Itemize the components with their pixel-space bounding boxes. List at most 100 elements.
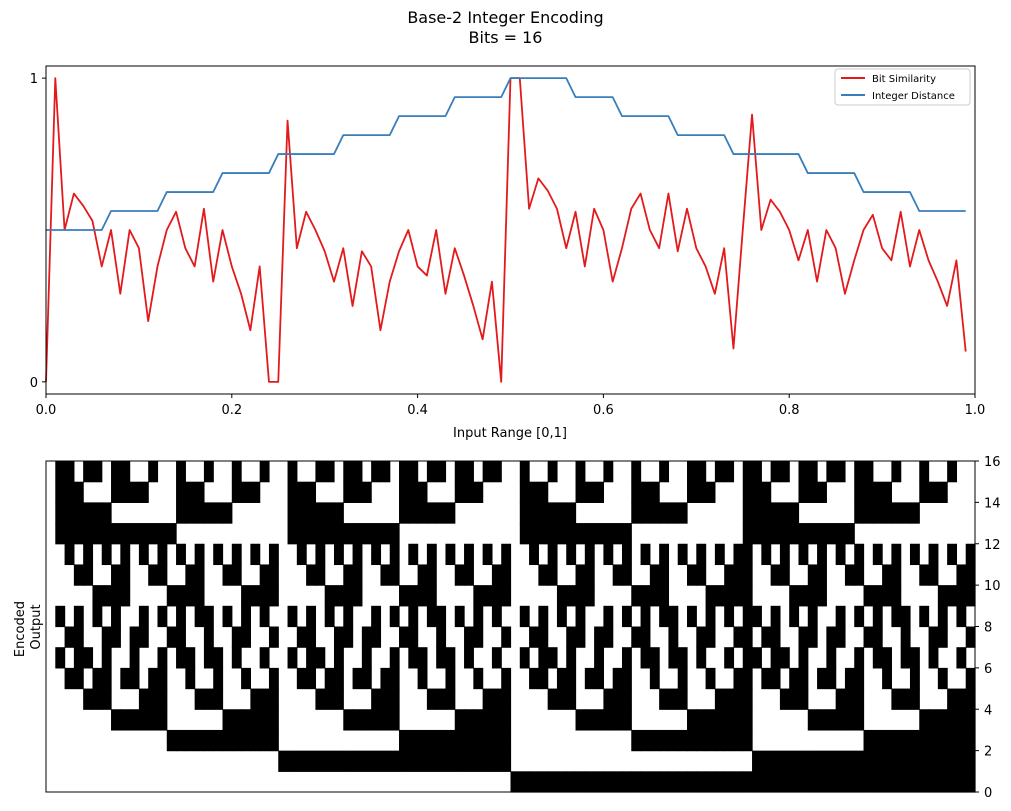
heatmap-cell	[371, 461, 382, 483]
heatmap-cell	[733, 771, 744, 793]
heatmap-cell	[677, 771, 688, 793]
heatmap-cell	[807, 585, 818, 607]
heatmap-cell	[111, 523, 121, 545]
heatmap-cell	[64, 626, 75, 648]
line-chart-panel: 0.0 0.2 0.4 0.6 0.8 1.0 01 Input Range [0,1] …	[30, 65, 985, 441]
heatmap-cell	[343, 626, 354, 648]
heatmap-cell	[770, 564, 781, 586]
heatmap-panel: 0 2 4 6 8 10 12 14 16 Encoded Output	[13, 455, 1001, 801]
heatmap-cell	[148, 564, 159, 586]
heatmap-cell	[510, 771, 521, 793]
heatmap-cell	[752, 461, 762, 483]
heatmap-cell	[742, 523, 753, 545]
heatmap-cell	[631, 771, 642, 793]
heatmap-cell	[779, 502, 790, 524]
heatmap-cell	[844, 523, 855, 545]
heatmap-cell	[399, 461, 409, 483]
heatmap-cell	[575, 709, 586, 731]
heatmap-cell	[501, 564, 512, 586]
heatmap-cell	[529, 543, 539, 566]
heatmap-cell	[315, 564, 326, 586]
heatmap-cell	[659, 729, 670, 752]
heatmap-cell	[733, 585, 744, 607]
heatmap-cell	[603, 543, 614, 566]
heatmap-cell	[436, 729, 447, 752]
heatmap-cell	[937, 729, 948, 752]
heatmap-cell	[111, 709, 121, 731]
heatmap-cell	[575, 605, 586, 628]
heatmap-cell	[343, 481, 354, 503]
heatmap-cell	[333, 647, 344, 669]
heatmap-cell	[92, 605, 103, 628]
heatmap-cell	[73, 523, 84, 545]
line-y-axis: 01	[30, 72, 46, 391]
heatmap-cell	[742, 771, 753, 793]
heatmap-cell	[426, 729, 437, 752]
heatmap-cell	[770, 626, 781, 648]
heatmap-cell	[250, 585, 261, 607]
heatmap-cell	[445, 502, 456, 524]
heatmap-cell	[352, 667, 363, 690]
heatmap-cell	[296, 543, 307, 566]
heatmap-cell	[482, 729, 493, 752]
heatmap-cell	[928, 543, 939, 566]
heatmap-cell	[928, 750, 939, 772]
heatmap-cell	[324, 523, 335, 545]
heatmap-cell	[371, 688, 382, 710]
heatmap-cell	[919, 605, 930, 628]
heatmap-cell	[594, 667, 604, 690]
heatmap-cell	[919, 461, 930, 483]
heatmap-cell	[956, 709, 967, 731]
heatmap-cell	[575, 564, 586, 586]
heatmap-cell	[213, 502, 224, 524]
heatmap-cell	[491, 709, 502, 731]
heatmap-cell	[473, 709, 484, 731]
heatmap-cell	[454, 605, 465, 628]
heatmap-cell	[408, 585, 419, 607]
heatmap-cell	[296, 523, 307, 545]
heatmap-cell	[120, 461, 131, 483]
heatmap-cell	[417, 750, 428, 772]
heatmap-cell	[333, 523, 344, 545]
heatmap-cell	[445, 667, 456, 690]
heatmap-cell	[538, 771, 549, 793]
heatmap-cell	[333, 585, 344, 607]
heatmap-cell	[445, 729, 456, 752]
heatmap-cell	[854, 502, 865, 524]
heatmap-cell	[73, 481, 84, 503]
heatmap-cell	[547, 543, 558, 566]
heatmap-cell	[817, 709, 827, 731]
heatmap-cell	[464, 481, 474, 503]
heatmap-cell	[798, 461, 809, 483]
heatmap-cell	[696, 481, 707, 503]
heatmap-cell	[231, 729, 242, 752]
heatmap-cell	[891, 771, 902, 793]
heatmap-cell	[547, 647, 558, 669]
series-line-integer-distance	[46, 77, 966, 231]
heatmap-cell	[445, 543, 456, 566]
heatmap-cell	[389, 688, 400, 710]
heatmap-cell	[909, 729, 920, 752]
heatmap-cell	[157, 523, 168, 545]
heatmap-cell	[677, 502, 688, 524]
heatmap-cell	[436, 626, 447, 648]
heatmap-cell	[826, 461, 837, 483]
heatmap-cell	[687, 564, 697, 586]
heatmap-cell	[956, 729, 967, 752]
heatmap-cell	[677, 688, 688, 710]
heatmap-cell	[176, 647, 186, 669]
heatmap-cell	[761, 481, 772, 503]
heatmap-cell	[315, 647, 326, 669]
heatmap-cell	[306, 626, 317, 648]
heatmap-cell	[333, 667, 344, 690]
heatmap-cell	[352, 481, 363, 503]
heatmap-cell	[705, 709, 716, 731]
heatmap-cell	[909, 667, 920, 690]
heatmap-cell	[519, 481, 530, 503]
heatmap-cell	[138, 709, 149, 731]
heatmap-cell	[575, 523, 586, 545]
heatmap-cell	[937, 481, 948, 503]
heatmap-cell	[603, 605, 614, 628]
heatmap-cell	[584, 543, 595, 566]
heatmap-cell	[891, 605, 902, 628]
